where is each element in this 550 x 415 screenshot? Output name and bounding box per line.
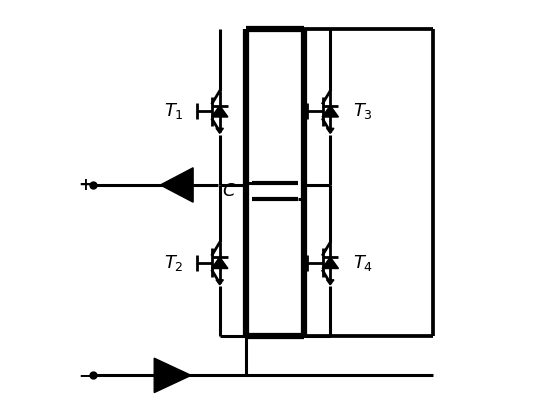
Text: $T_3$: $T_3$ [353,101,373,121]
Polygon shape [322,105,338,117]
Text: +: + [79,176,92,194]
Text: $C$: $C$ [222,182,236,200]
Polygon shape [216,128,223,133]
Text: −: − [79,366,92,384]
Text: $T_1$: $T_1$ [164,101,184,121]
Polygon shape [212,105,228,117]
Polygon shape [327,280,334,285]
Polygon shape [212,257,228,269]
Polygon shape [161,168,193,202]
Polygon shape [216,280,223,285]
Polygon shape [154,358,191,393]
Text: $T_4$: $T_4$ [353,253,373,273]
Polygon shape [322,257,338,269]
Polygon shape [327,128,334,133]
Text: $T_2$: $T_2$ [164,253,184,273]
